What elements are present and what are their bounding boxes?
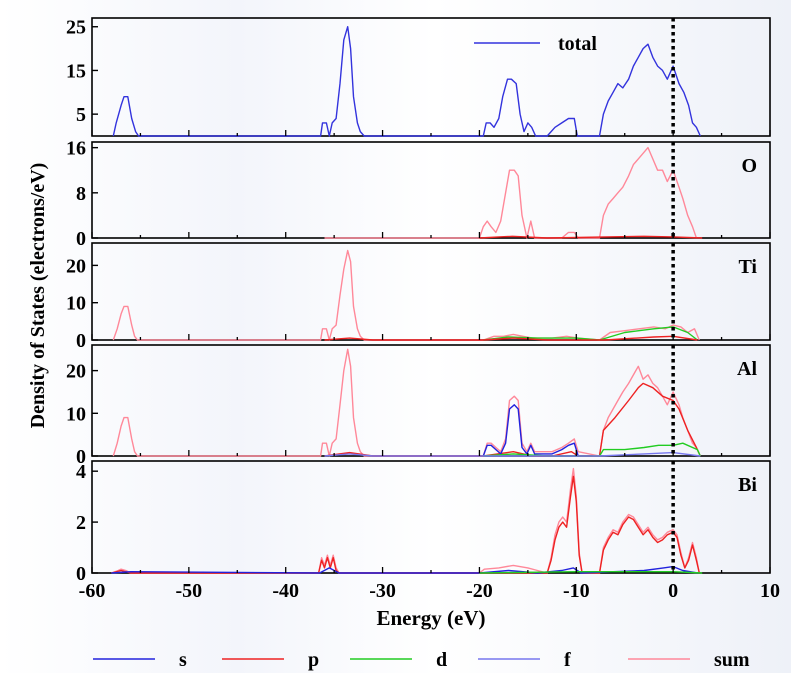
- series-sum-line: [324, 146, 698, 239]
- panel-frame: [91, 460, 771, 574]
- panel-label-bi: Bi: [738, 474, 757, 496]
- panel-bi: [91, 460, 771, 574]
- y-axis-label: Density of States (electrons/eV): [27, 163, 49, 429]
- series-sum-line: [111, 467, 700, 574]
- y-tick-label: 0: [76, 563, 86, 585]
- y-tick-label: 8: [76, 183, 86, 205]
- series-s-line: [482, 404, 579, 457]
- panel-ti: [91, 242, 771, 341]
- panel-label-al: Al: [737, 358, 757, 380]
- y-tick-label: 20: [66, 255, 86, 277]
- series-sum-line: [112, 249, 700, 341]
- x-axis-label: Energy (eV): [376, 606, 485, 630]
- y-tick-label: 10: [66, 403, 86, 425]
- y-tick-label: 20: [66, 361, 86, 383]
- y-tick-label: 15: [66, 60, 86, 82]
- x-tick-label: -50: [176, 580, 203, 602]
- panel-label-o: O: [741, 155, 757, 177]
- legend-p-label: p: [308, 649, 319, 671]
- series-total-line: [112, 26, 701, 137]
- series-p-line: [111, 475, 700, 574]
- y-tick-label: 10: [66, 293, 86, 315]
- y-tick-label: 5: [76, 104, 86, 126]
- series-p-line: [324, 335, 698, 341]
- panel-frame: [91, 344, 771, 457]
- legend-d-label: d: [436, 649, 447, 671]
- panel-total: [91, 17, 771, 137]
- y-tick-label: 16: [66, 138, 86, 160]
- panel-al: [91, 344, 771, 457]
- x-tick-label: 0: [668, 580, 678, 602]
- legend-f-label: f: [564, 649, 571, 671]
- legend-sum-label: sum: [714, 649, 750, 671]
- y-tick-label: 4: [76, 461, 86, 483]
- x-tick-label: -10: [563, 580, 590, 602]
- panel-frame: [91, 141, 771, 239]
- y-tick-label: 25: [66, 17, 86, 39]
- series-sum-line: [112, 348, 701, 457]
- x-tick-label: 10: [760, 580, 780, 602]
- legend-total-label: total: [558, 33, 597, 55]
- y-tick-label: 0: [76, 446, 86, 468]
- series-p-line: [324, 382, 701, 457]
- series-p-line: [479, 235, 703, 239]
- y-tick-label: 0: [76, 330, 86, 352]
- x-tick-label: -60: [79, 580, 106, 602]
- y-tick-label: 0: [76, 228, 86, 250]
- y-tick-label: 2: [76, 512, 86, 534]
- x-tick-label: -40: [272, 580, 299, 602]
- panel-label-ti: Ti: [738, 256, 757, 278]
- x-tick-label: -30: [369, 580, 396, 602]
- panel-frame: [91, 242, 771, 341]
- panel-o: [91, 141, 771, 239]
- series-d-line: [483, 326, 698, 341]
- legend-s-label: s: [179, 649, 187, 671]
- x-tick-label: -20: [466, 580, 493, 602]
